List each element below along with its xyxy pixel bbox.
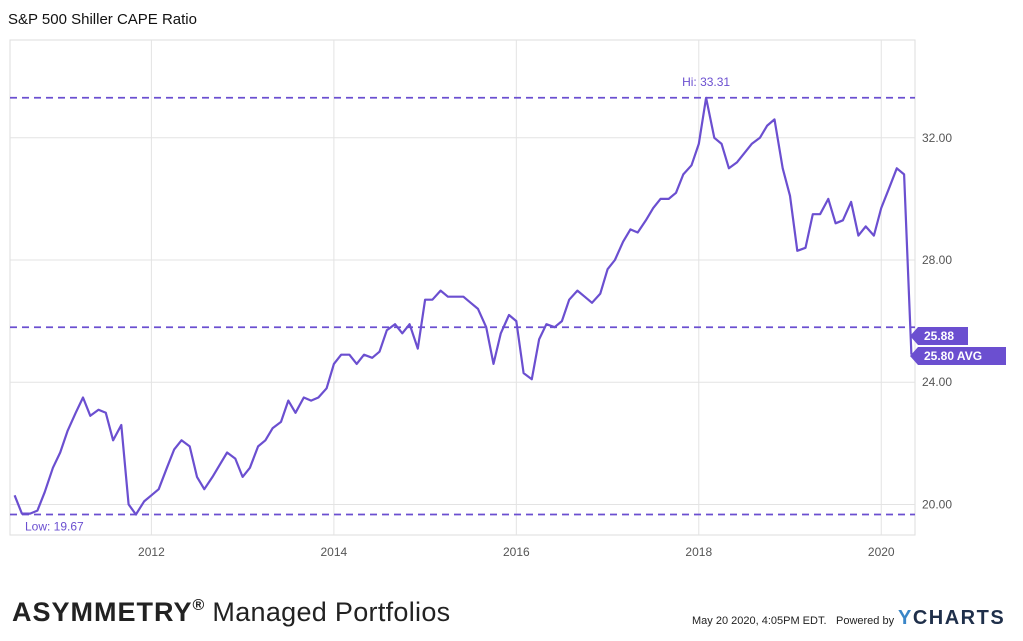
plot-frame	[9, 39, 916, 536]
y-tick-label: 32.00	[922, 131, 952, 145]
powered-by-label: Powered by	[836, 615, 895, 627]
x-tick-label: 2020	[868, 545, 895, 559]
reference-lines-layer	[10, 96, 915, 516]
y-tick-label: 28.00	[922, 253, 952, 267]
average-flag	[910, 347, 1006, 365]
footer: ASYMMETRY® Managed Portfolios May 20 202…	[0, 585, 1023, 641]
ycharts-logo-text: CHARTS	[912, 607, 1006, 629]
timestamp: May 20 2020, 4:05PM EDT.	[692, 615, 827, 627]
cape-series-line	[13, 96, 913, 516]
average-label: 25.80 AVG	[924, 349, 982, 363]
low-annotation: Low: 19.67	[25, 520, 84, 534]
registered-mark: ®	[192, 597, 205, 614]
x-tick-label: 2018	[685, 545, 712, 559]
x-tick-label: 2016	[503, 545, 530, 559]
cape-line-chart: 20.00 24.00 28.00 32.00 2012 2014 2016 2018 2020…	[9, 39, 1006, 559]
brand-logo: ASYMMETRY® Managed Portfolios	[12, 597, 450, 628]
ycharts-logo[interactable]: YCHARTS	[898, 607, 1005, 630]
labels-layer: 20.00 24.00 28.00 32.00 2012 2014 2016 2018 2020…	[25, 75, 1006, 559]
last-value-label: 25.88	[924, 329, 954, 343]
series-layer	[13, 96, 913, 516]
y-tick-label: 24.00	[922, 375, 952, 389]
brand-name: ASYMMETRY	[12, 597, 193, 627]
last-value-flag	[910, 327, 968, 345]
y-tick-label: 20.00	[922, 497, 952, 511]
chart-title: S&P 500 Shiller CAPE Ratio	[8, 11, 197, 28]
x-tick-label: 2012	[138, 545, 165, 559]
high-annotation: Hi: 33.31	[682, 75, 730, 89]
brand-subtitle: Managed Portfolios	[204, 597, 451, 627]
grid-layer	[9, 39, 916, 536]
ycharts-logo-y: Y	[898, 607, 913, 629]
x-tick-label: 2014	[321, 545, 348, 559]
